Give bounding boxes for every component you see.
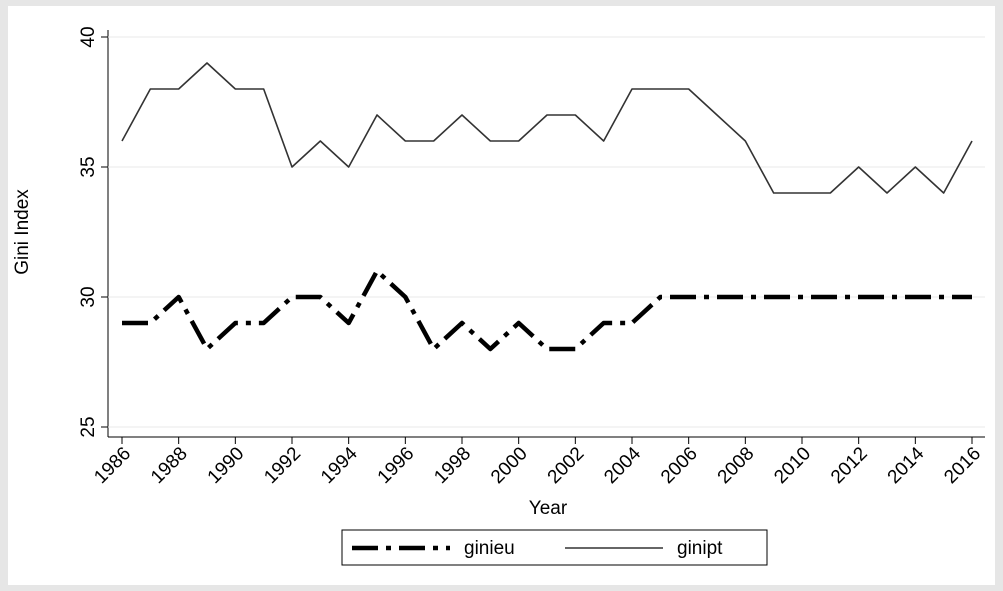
x-axis-title: Year bbox=[529, 498, 568, 519]
series-line bbox=[121, 62, 973, 194]
legend-label: ginieu bbox=[464, 538, 515, 559]
y-tick-label: 40 bbox=[78, 26, 99, 47]
y-tick-label: 35 bbox=[78, 156, 99, 177]
y-tick-label: 30 bbox=[78, 286, 99, 307]
y-tick-label: 25 bbox=[78, 416, 99, 437]
legend-label: ginipt bbox=[677, 538, 723, 559]
y-axis-title: Gini Index bbox=[12, 189, 33, 275]
series-line bbox=[122, 268, 972, 352]
